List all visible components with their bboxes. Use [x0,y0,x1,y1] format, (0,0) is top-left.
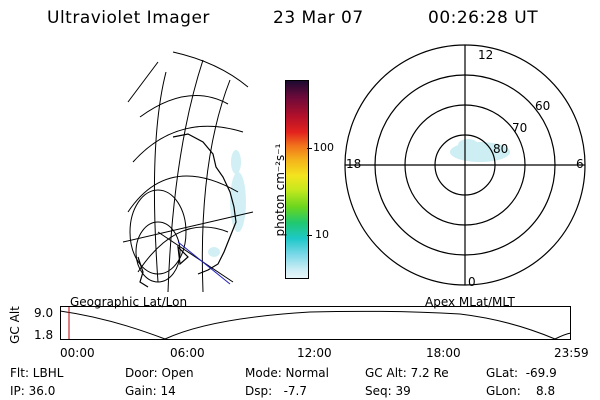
info-ip: IP: 36.0 [10,384,56,398]
colorbar-unit-label: photon cm⁻²s⁻¹ [273,143,287,237]
altitude-xtick-4: 23:59 [554,346,589,360]
altitude-plot [60,306,572,340]
altitude-xtick-0: 00:00 [60,346,95,360]
altitude-xtick-2: 12:00 [297,346,332,360]
colorbar-label-10: 10 [315,228,329,241]
altitude-ytick-min: 1.8 [34,328,54,342]
colorbar-label-100: 100 [313,141,334,154]
header-date: 23 Mar 07 [273,8,364,28]
info-door: Door: Open [125,366,194,380]
altitude-xtick-1: 06:00 [170,346,205,360]
geographic-map [122,51,254,292]
mlt-label-12: 12 [478,48,493,62]
colorbar-tick-10 [307,235,312,236]
header-time: 00:26:28 UT [428,8,539,28]
instrument-title: Ultraviolet Imager [47,8,210,28]
altitude-ylabel: GC Alt [7,306,22,344]
aurora-emission [208,150,246,257]
apex-title: Apex MLat/MLT [425,295,515,309]
info-mode: Mode: Normal [245,366,329,380]
lat-label-70: 70 [512,121,527,135]
polar-plot: 12 18 6 0 60 70 80 [344,44,586,289]
info-dsp: Dsp: -7.7 [245,384,308,398]
mlt-label-6: 6 [576,157,584,171]
altitude-plot-frame [60,306,571,340]
mlt-label-18: 18 [346,157,361,171]
info-glat: GLat: -69.9 [486,366,557,380]
lat-label-80: 80 [493,142,508,156]
altitude-xtick-3: 18:00 [426,346,461,360]
info-gcalt: GC Alt: 7.2 Re [365,366,449,380]
info-gain: Gain: 14 [125,384,176,398]
altitude-curve [60,310,572,340]
info-seq: Seq: 39 [365,384,411,398]
coastline [137,133,237,288]
colorbar-tick-100 [307,148,312,149]
mlt-label-0: 0 [468,275,476,289]
orbit-track [177,241,231,285]
lat-label-60: 60 [535,99,550,113]
colorbar [285,80,309,279]
altitude-ytick-max: 9.0 [34,306,54,320]
geographic-title: Geographic Lat/Lon [70,295,188,309]
info-flt: Flt: LBHL [10,366,64,380]
info-glon: GLon: 8.8 [486,384,556,398]
lat-lon-grid [122,51,254,292]
